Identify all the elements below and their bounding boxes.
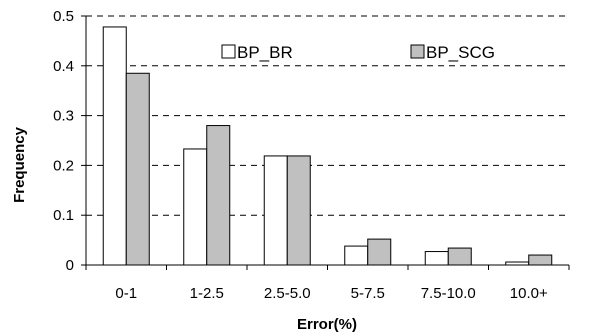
x-tick-labels: 0-1 1-2.5 2.5-5.0 5-7.5 7.5-10.0 10.0+ xyxy=(115,285,548,302)
bar-bp-scg-5 xyxy=(528,254,553,266)
bar-bp-br-1 xyxy=(183,148,208,266)
bar-bp-br-0 xyxy=(102,26,127,266)
y-tick-label: 0.5 xyxy=(53,8,74,25)
axes xyxy=(81,15,570,270)
y-tick-label: 0.1 xyxy=(53,207,74,224)
y-tick-label: 0.3 xyxy=(53,108,74,125)
bars xyxy=(102,26,553,266)
x-tick-label: 10.0+ xyxy=(510,285,548,302)
legend-label-bp-br: BP_BR xyxy=(237,43,293,62)
bar-bp-br-3 xyxy=(344,245,369,266)
y-tick-label: 0.4 xyxy=(53,58,74,75)
x-tick-label: 7.5-10.0 xyxy=(421,285,476,302)
x-tick-label: 0-1 xyxy=(115,285,137,302)
y-tick-label: 0 xyxy=(66,257,74,274)
y-tick-label: 0.2 xyxy=(53,157,74,174)
x-tick-label: 1-2.5 xyxy=(190,285,224,302)
y-tick-labels: 0 0.1 0.2 0.3 0.4 0.5 xyxy=(53,8,74,274)
x-tick-label: 2.5-5.0 xyxy=(264,285,311,302)
grid-lines xyxy=(86,15,569,216)
y-axis-title: Frequency xyxy=(11,126,28,203)
bar-bp-scg-2 xyxy=(286,155,311,266)
legend-swatch-bp-scg xyxy=(410,44,425,59)
legend-swatch-bp-br xyxy=(221,44,236,59)
bar-bp-br-2 xyxy=(263,155,288,266)
legend: BP_BR BP_SCG xyxy=(221,43,495,62)
x-tick-label: 5-7.5 xyxy=(351,285,385,302)
legend-label-bp-scg: BP_SCG xyxy=(426,43,495,62)
bar-bp-br-4 xyxy=(424,251,449,266)
bar-bp-scg-3 xyxy=(367,238,392,266)
bar-bp-scg-0 xyxy=(125,72,150,266)
bar-bp-scg-4 xyxy=(447,247,472,266)
bar-bp-scg-1 xyxy=(206,125,231,266)
x-axis-title: Error(%) xyxy=(297,316,357,333)
